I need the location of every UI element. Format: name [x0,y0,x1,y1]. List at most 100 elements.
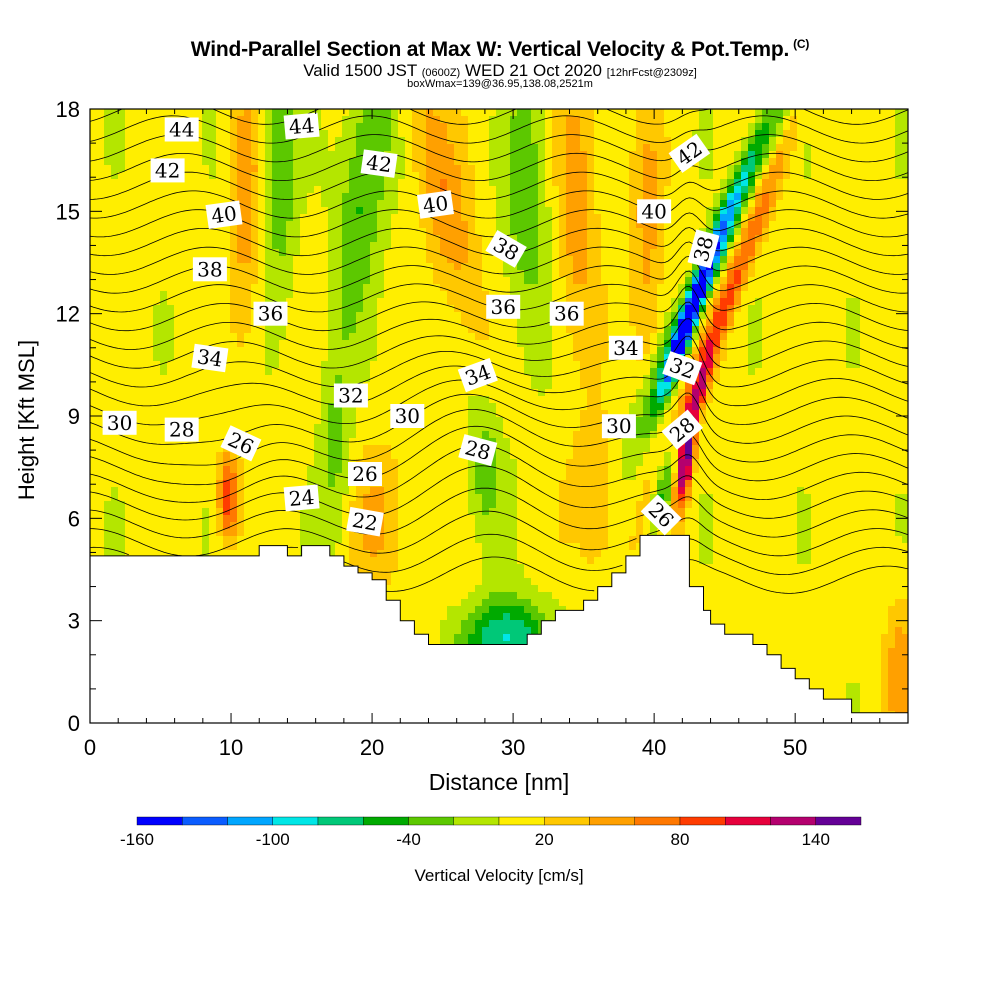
contour-label-box [608,335,643,360]
contour-label-29: 22 [346,506,384,537]
y-axis-label: Height [Kft MSL] [14,340,39,500]
contour-label-box [346,506,384,537]
theta-contour-45 [90,109,908,125]
terrain-mask [89,534,909,724]
y-tick-label: 3 [68,609,80,634]
contour-label-box [333,383,368,408]
forecast-info: [12hrFcst@2309z] [606,67,697,79]
contour-label-box [191,343,229,373]
colorbar: -160 -100 -40 20 80 140 [120,816,862,849]
copyright-mark: (C) [793,37,810,51]
contour-label-8: 38 [192,257,227,282]
contour-label-22: 28 [164,417,199,442]
contour-label-text: 30 [107,411,132,435]
theta-contour-25 [90,444,908,503]
contour-label-10: 38 [687,229,720,269]
contour-label-text: 42 [365,150,394,177]
contour-label-text: 40 [421,191,450,218]
y-tick-label: 18 [56,97,80,122]
theta-contour-20 [386,556,908,594]
contour-label-text: 40 [210,201,239,228]
contour-label-text: 32 [338,384,363,408]
contour-label-box [549,301,584,326]
contour-label-5: 40 [205,200,243,229]
box-info: boxWmax=139@36.95,138.08,2521m [407,78,593,90]
colorbar-swatch [408,816,454,826]
theta-contour-27 [90,409,908,466]
contour-label-text: 36 [554,302,579,326]
contour-label-box [637,199,672,224]
theta-contour-44 [90,115,908,144]
contour-label-17: 32 [333,383,368,408]
chart-title: Wind-Parallel Section at Max W: Vertical… [190,37,810,61]
contour-label-box [390,404,425,428]
theta-contour-42 [90,152,908,181]
colorbar-tick-label: 20 [535,830,554,849]
contour-label-7: 40 [637,199,672,224]
contour-label-box [458,434,498,467]
theta-contour-41 [90,171,908,200]
contour-label-box [416,190,455,219]
colorbar-swatch [317,816,364,826]
contour-label-text: 26 [352,462,377,486]
colorbar-swatch [544,816,590,826]
colorbar-tick-label: -160 [120,830,154,849]
contour-label-12: 36 [486,294,521,319]
contour-label-box [205,200,243,229]
contour-label-text: 34 [196,344,225,371]
contour-label-text: 36 [258,302,283,326]
chart-subtitle: Valid 1500 JST (0600Z) WED 21 Oct 2020 [… [303,61,697,80]
contour-label-text: 42 [155,158,180,182]
contour-label-text: 34 [613,336,638,360]
contour-label-text: 24 [288,485,315,511]
contour-label-box [253,301,288,326]
y-tick-label: 6 [68,506,80,531]
colorbar-swatch [725,816,771,826]
contour-label-3: 42 [360,149,398,178]
contour-label-1: 44 [283,112,320,140]
theta-contour-46 [90,78,908,105]
theta-contour-33 [90,301,908,350]
contour-label-20: 30 [390,404,425,428]
theta-contour-40 [90,190,908,219]
theta-contour-43 [90,134,908,163]
x-axis-label: Distance [nm] [429,769,570,795]
colorbar-swatch [815,816,862,826]
contour-label-box [662,351,703,386]
x-tick-label: 20 [360,735,384,760]
colorbar-tick-label: -100 [256,830,290,849]
theta-contour-30 [90,353,908,407]
contour-label-19: 30 [102,410,137,435]
contour-label-box [486,294,521,319]
contour-label-21: 30 [601,414,636,439]
y-tick-label: 15 [56,199,80,224]
colorbar-swatch [453,816,500,826]
contour-label-16: 34 [608,335,643,360]
y-tick-label: 0 [68,711,80,736]
contour-label-box [485,230,527,268]
contour-label-13: 36 [549,301,584,326]
contour-label-14: 34 [191,343,229,373]
colorbar-swatch [770,816,816,826]
colorbar-tick-label: 140 [802,830,830,849]
theta-contour-34 [90,285,908,332]
colorbar-swatch [679,816,726,826]
valid-utc: (0600Z) [421,67,461,79]
contour-label-text: 44 [169,118,194,142]
contour-label-text: 44 [288,113,315,139]
colorbar-label: Vertical Velocity [cm/s] [414,866,583,885]
contour-label-text: 30 [395,404,420,428]
contour-label-box [687,229,720,269]
contour-label-box [661,409,704,450]
contour-label-text: 22 [350,508,379,536]
x-tick-label: 50 [783,735,807,760]
contour-label-text: 38 [197,257,222,281]
contour-label-6: 40 [416,190,455,219]
contour-label-box [164,417,199,442]
y-tick-label: 12 [56,302,80,327]
colorbar-swatch [589,816,635,826]
colorbar-swatch [363,816,409,826]
theta-contour-29 [90,373,908,426]
theta-contour-24 [90,465,908,521]
